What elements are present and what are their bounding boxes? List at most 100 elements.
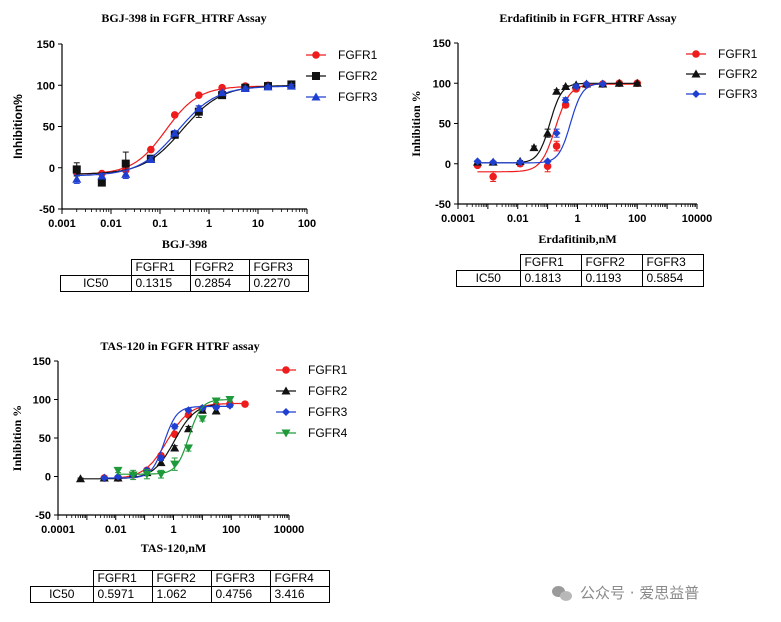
data-point — [241, 400, 249, 408]
ic50-row-label: IC50 — [456, 270, 521, 287]
data-point — [212, 403, 221, 412]
x-tick-label: 10 — [252, 218, 264, 230]
ic50-row-label: IC50 — [60, 275, 132, 292]
chart-title: Erdafitinib in FGFR_HTRF Assay — [499, 11, 676, 25]
y-tick-label: 50 — [43, 122, 55, 134]
y-tick-label: 0 — [45, 472, 51, 484]
ic50-header-fgfr2: FGFR2 — [151, 570, 212, 587]
x-tick-label: 0.1 — [152, 218, 167, 230]
ic50-header-fgfr2: FGFR2 — [189, 259, 250, 276]
ic50-value-row: IC50 0.5971 1.062 0.4756 3.416 — [30, 586, 330, 603]
y-axis-label: Inhibition% — [11, 94, 25, 159]
x-tick-label: 0.001 — [48, 218, 76, 230]
fit-curve — [75, 85, 292, 175]
data-point — [97, 178, 106, 187]
data-point — [552, 129, 561, 138]
legend-label: FGFR2 — [308, 384, 348, 398]
fit-curve — [103, 405, 231, 479]
data-point — [75, 474, 85, 483]
data-point — [543, 162, 552, 170]
legend-marker — [692, 90, 700, 98]
data-point — [561, 81, 571, 90]
data-point — [121, 159, 130, 168]
x-tick-label: 10000 — [274, 524, 305, 536]
legend-label: FGFR3 — [338, 90, 378, 104]
data-point — [225, 401, 234, 410]
x-tick-label: 100 — [222, 524, 240, 536]
fit-curve — [477, 83, 639, 173]
y-tick-label: 150 — [37, 39, 55, 51]
legend-label: FGFR3 — [718, 87, 758, 101]
x-tick-label: 10000 — [682, 213, 713, 225]
data-point — [263, 82, 273, 91]
data-point — [195, 91, 203, 99]
ic50-header-fgfr4: FGFR4 — [269, 570, 330, 587]
legend-label: FGFR1 — [718, 47, 758, 61]
data-point — [197, 415, 207, 424]
x-axis-label: BGJ-398 — [162, 237, 207, 251]
chart-2: Erdafitinib in FGFR_HTRF Assay 150 100 50 0 -… — [409, 11, 758, 246]
chart-title: TAS-120 in FGFR HTRF assay — [100, 339, 259, 353]
legend-marker — [281, 386, 291, 395]
data-point — [121, 169, 131, 178]
x-tick-label: 1 — [574, 213, 580, 225]
data-point — [157, 454, 166, 463]
ic50-header-fgfr1: FGFR1 — [519, 254, 582, 271]
ic50-value-fgfr2: 0.1193 — [580, 270, 643, 287]
legend-label: FGFR1 — [308, 363, 348, 377]
data-point — [113, 466, 123, 475]
ic50-value-fgfr1: 0.1813 — [519, 270, 582, 287]
data-point — [529, 143, 539, 152]
series-fgfr2 — [72, 80, 296, 187]
data-point — [614, 78, 624, 87]
ic50-table-erdafitinib: FGFR1 FGFR2 FGFR3 IC50 0.1813 0.1193 0.5… — [456, 254, 704, 287]
data-point — [572, 82, 581, 91]
data-point — [170, 443, 180, 452]
data-point — [489, 172, 497, 181]
y-tick-label: 100 — [433, 78, 451, 90]
data-point — [170, 430, 179, 438]
legend-label: FGFR4 — [308, 426, 348, 440]
data-point — [552, 86, 562, 95]
x-tick-label: 100 — [628, 213, 646, 225]
x-tick-label: 0.01 — [100, 218, 121, 230]
y-tick-label: -50 — [435, 199, 451, 211]
data-point — [598, 80, 607, 89]
data-point — [170, 128, 180, 137]
ic50-header-fgfr3: FGFR3 — [641, 254, 704, 271]
ic50-header-fgfr1: FGFR1 — [130, 259, 191, 276]
data-point — [156, 458, 166, 467]
ic50-header-row: FGFR1 FGFR2 FGFR3 FGFR4 — [30, 570, 330, 587]
data-point — [632, 78, 642, 87]
ic50-value-fgfr3: 0.2270 — [248, 275, 309, 292]
ic50-table-tas120: FGFR1 FGFR2 FGFR3 FGFR4 IC50 0.5971 1.06… — [30, 570, 330, 603]
y-tick-label: 50 — [439, 119, 451, 131]
data-point — [128, 471, 138, 480]
y-tick-label: 100 — [33, 395, 51, 407]
ic50-value-fgfr1: 0.1315 — [130, 275, 191, 292]
ic50-value-fgfr1: 0.5971 — [92, 586, 153, 603]
data-point — [516, 158, 525, 167]
legend-marker — [311, 92, 321, 101]
data-point — [183, 444, 193, 453]
legend-marker — [281, 429, 291, 438]
data-point — [552, 142, 561, 150]
data-point — [217, 88, 227, 97]
y-tick-label: 50 — [39, 433, 51, 445]
data-point — [72, 165, 81, 174]
ic50-header-fgfr1: FGFR1 — [92, 570, 153, 587]
ic50-value-fgfr2: 0.2854 — [189, 275, 250, 292]
data-point — [146, 155, 156, 163]
data-point — [72, 174, 82, 183]
y-tick-label: 0 — [445, 159, 451, 171]
watermark: 公众号 · 爱思益普 — [552, 582, 699, 603]
legend-marker — [312, 51, 320, 59]
data-point — [473, 157, 482, 166]
x-tick-label: 0.0001 — [441, 213, 475, 225]
y-tick-label: 150 — [33, 356, 51, 368]
data-point — [194, 103, 204, 112]
data-point — [225, 396, 235, 404]
legend-marker — [282, 366, 290, 374]
data-point — [561, 101, 570, 109]
